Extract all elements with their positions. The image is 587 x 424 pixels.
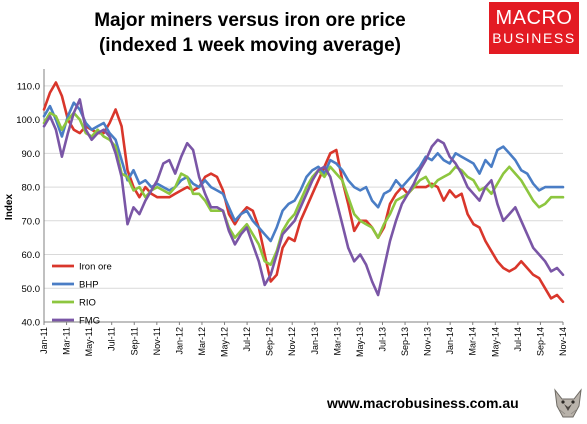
- x-tick-label: Sep-14: [535, 327, 545, 356]
- chart-subtitle: (indexed 1 week moving average): [98, 35, 401, 56]
- y-tick-label: 70.0: [22, 216, 41, 227]
- x-tick-label: Jul-14: [513, 327, 523, 352]
- x-tick-label: Jan-12: [174, 327, 184, 355]
- x-tick-label: Jul-11: [107, 327, 117, 351]
- series-lines: [42, 81, 565, 304]
- x-tick-label: Nov-13: [423, 327, 433, 356]
- x-tick-label: Mar-11: [62, 327, 72, 355]
- x-tick-label: May-13: [355, 327, 365, 357]
- series-line-rio: [42, 111, 565, 267]
- x-tick-label: Jul-12: [242, 327, 252, 352]
- axes: [43, 69, 564, 325]
- x-tick-label: Jan-14: [445, 327, 455, 355]
- logo-text-line2: BUSINESS: [492, 30, 576, 46]
- x-tick-labels: Jan-11 Mar-11 May-11 Jul-11 Sep-11 Nov-11 Jan-…: [39, 327, 568, 357]
- x-tick-label: Sep-12: [265, 327, 275, 356]
- y-tick-label: 110.0: [17, 81, 40, 92]
- x-tick-label: May-11: [84, 327, 94, 356]
- legend-label: Iron ore: [79, 262, 112, 273]
- x-tick-label: Nov-14: [558, 327, 568, 356]
- y-axis-label: Index: [4, 194, 15, 221]
- x-tick-label: Sep-13: [400, 327, 410, 356]
- series-line-bhp: [42, 101, 565, 243]
- y-tick-label: 50.0: [22, 284, 41, 295]
- chart-title: Major miners versus iron ore price: [94, 10, 406, 31]
- series-line-iron-ore: [42, 81, 565, 304]
- y-tick-label: 80.0: [22, 183, 41, 194]
- legend-label: RIO: [79, 298, 96, 309]
- y-tick-labels: 40.0 50.0 60.0 70.0 80.0 90.0 100.0 110.0: [16, 81, 40, 328]
- x-tick-label: Nov-12: [287, 327, 297, 356]
- x-tick-label: May-14: [490, 327, 500, 357]
- series-line-fmg: [42, 98, 565, 297]
- x-tick-label: Mar-12: [197, 327, 207, 356]
- x-tick-label: Nov-11: [152, 327, 162, 355]
- y-tick-label: 60.0: [22, 250, 41, 261]
- footer-url: www.macrobusiness.com.au: [327, 395, 519, 411]
- macrobusiness-logo: MACRO BUSINESS: [489, 2, 579, 54]
- y-tick-label: 90.0: [22, 149, 41, 160]
- y-tick-label: 40.0: [22, 318, 41, 329]
- legend-label: FMG: [79, 316, 100, 327]
- x-tick-label: Jul-13: [377, 327, 387, 352]
- logo-text-line1: MACRO: [495, 7, 573, 29]
- x-tick-label: Mar-13: [332, 327, 342, 356]
- legend: Iron ore BHP RIO FMG: [52, 262, 112, 327]
- legend-label: BHP: [79, 280, 99, 291]
- wolf-logo-icon: [551, 384, 585, 422]
- x-tick-label: Sep-11: [129, 327, 139, 355]
- y-tick-label: 100.0: [16, 115, 40, 126]
- x-tick-label: Jan-11: [39, 327, 49, 354]
- x-tick-label: Jan-13: [310, 327, 320, 355]
- x-tick-label: May-12: [220, 327, 230, 357]
- x-tick-label: Mar-14: [468, 327, 478, 356]
